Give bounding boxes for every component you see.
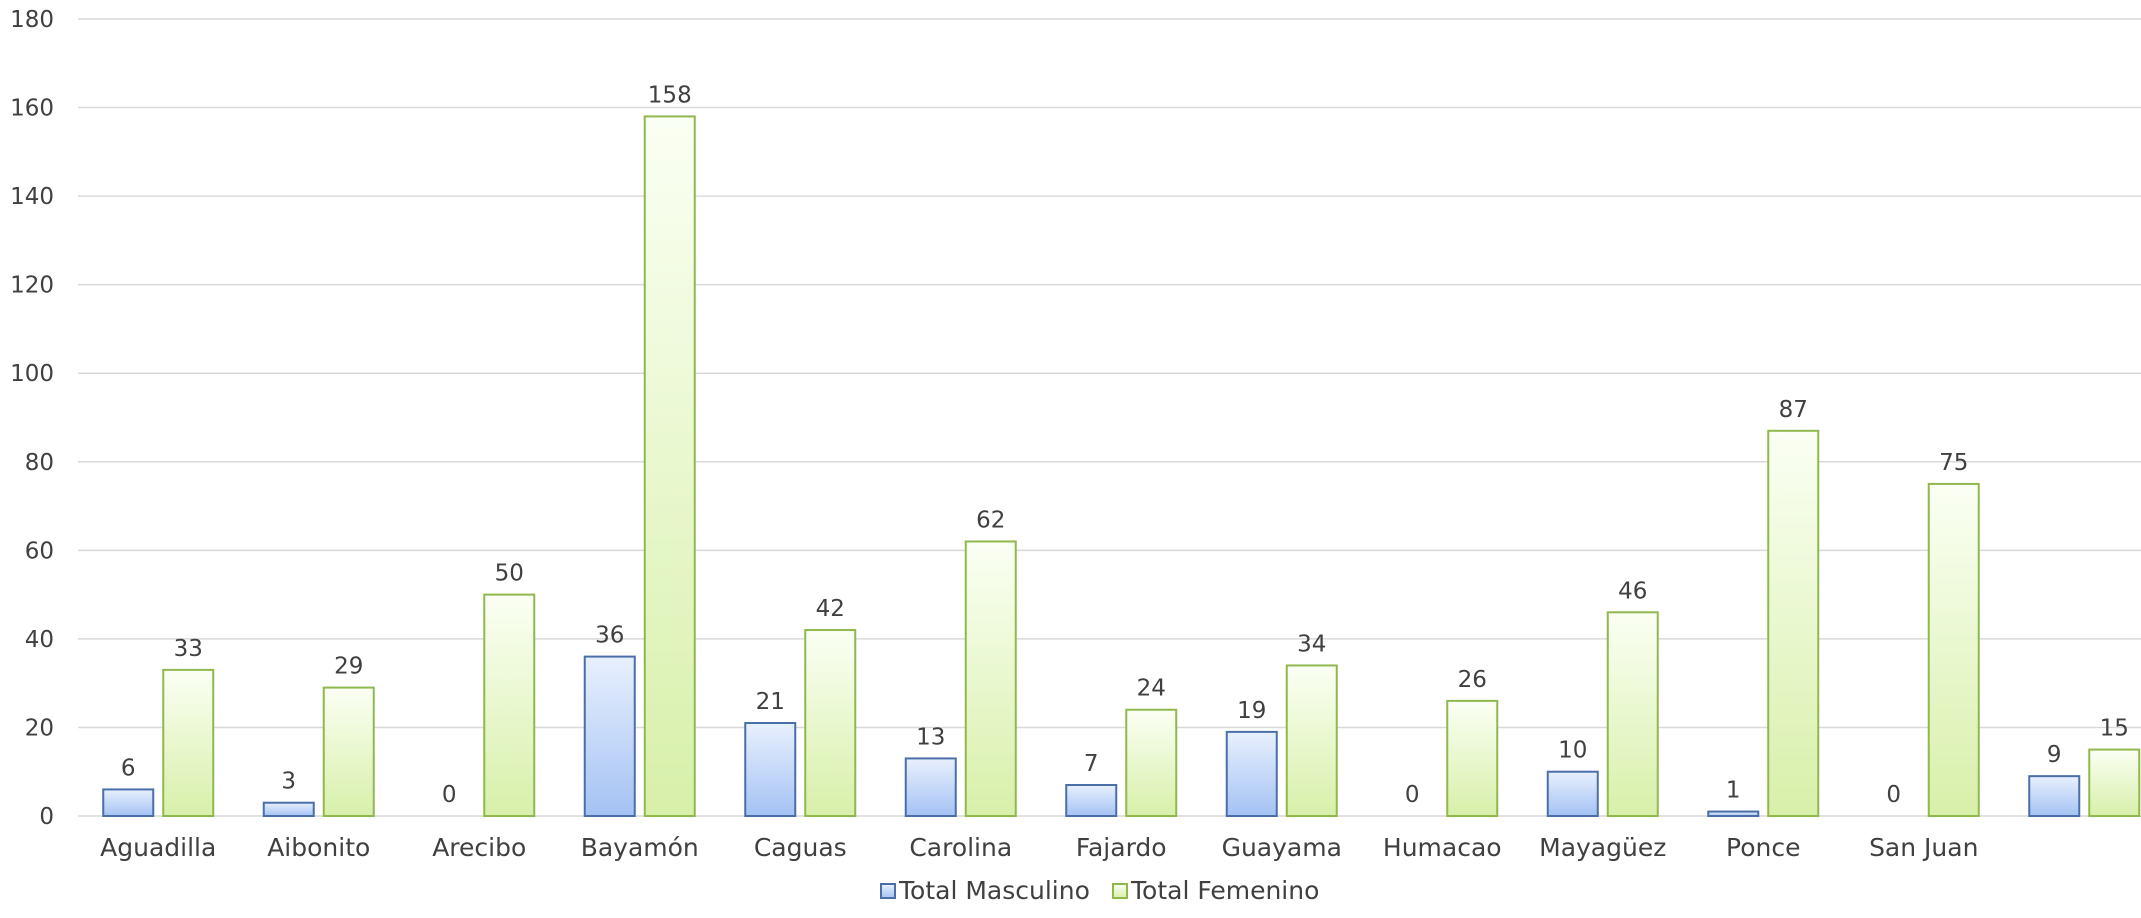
data-label: 29 [334, 654, 363, 680]
bar-masculino [904, 757, 957, 818]
y-tick-label: 120 [10, 273, 54, 299]
bar-femenino [162, 668, 215, 818]
x-tick-label: Carolina [909, 833, 1012, 862]
y-tick-label: 80 [25, 450, 54, 476]
data-label: 10 [1558, 738, 1587, 764]
bar-femenino [1927, 482, 1980, 817]
y-tick-label: 60 [25, 538, 54, 564]
bar-masculino [262, 801, 315, 818]
y-tick-label: 160 [10, 96, 54, 122]
data-label: 62 [976, 507, 1005, 533]
bar-femenino [2088, 748, 2141, 817]
x-tick-label: Guayama [1222, 833, 1342, 862]
legend: Total Masculino Total Femenino [880, 876, 1319, 905]
x-tick-label: Caguas [754, 833, 847, 862]
data-label: 75 [1939, 450, 1968, 476]
data-label: 33 [174, 636, 203, 662]
data-label: 87 [1779, 397, 1808, 423]
data-label: 42 [816, 596, 845, 622]
x-tick-label: Aibonito [267, 833, 370, 862]
x-tick-label: Fajardo [1076, 833, 1167, 862]
legend-label: Total Femenino [1130, 876, 1319, 905]
data-label: 21 [756, 689, 785, 715]
bar-masculino [1546, 770, 1599, 818]
data-label: 158 [648, 82, 692, 108]
y-tick-label: 40 [25, 627, 54, 653]
bar-masculino [744, 722, 797, 817]
data-label: 0 [1886, 782, 1901, 808]
x-axis: Aguadilla Aibonito Arecibo Bayamón Caguas Car… [100, 833, 1978, 862]
x-tick-label: Arecibo [432, 833, 526, 862]
bar-femenino [483, 593, 536, 817]
data-label: 1 [1726, 778, 1741, 804]
y-axis: 0 20 40 60 80 100 120 140 160 180 [10, 7, 54, 830]
bar-femenino [1446, 699, 1499, 818]
bar-femenino [1606, 611, 1659, 817]
data-label: 3 [281, 769, 296, 795]
x-tick-label: Bayamón [581, 833, 699, 862]
x-tick-label: Ponce [1726, 833, 1800, 862]
bar-femenino [643, 115, 696, 817]
legend-swatch [880, 883, 896, 899]
gridlines [78, 18, 2141, 817]
data-label: 24 [1137, 676, 1166, 702]
bar-femenino [804, 629, 857, 817]
x-tick-label: Aguadilla [100, 833, 216, 862]
data-label: 9 [2047, 742, 2062, 768]
bars [102, 115, 2141, 818]
bar-masculino [1065, 784, 1118, 817]
bar-masculino [2028, 775, 2081, 818]
data-label: 50 [495, 561, 524, 587]
data-label: 0 [442, 782, 457, 808]
bar-femenino [1125, 708, 1178, 818]
data-label: 34 [1297, 631, 1326, 657]
bar-femenino [1767, 429, 1820, 817]
y-tick-label: 180 [10, 7, 54, 33]
data-label: 26 [1458, 667, 1487, 693]
bar-masculino [1225, 730, 1278, 817]
y-tick-label: 100 [10, 361, 54, 387]
y-tick-label: 20 [25, 715, 54, 741]
y-tick-label: 140 [10, 184, 54, 210]
bar-masculino [1707, 810, 1760, 817]
data-label: 13 [916, 724, 945, 750]
bar-femenino [964, 540, 1017, 817]
data-label: 6 [121, 755, 136, 781]
x-tick-label: San Juan [1869, 833, 1978, 862]
data-label: 7 [1084, 751, 1099, 777]
legend-label: Total Masculino [898, 876, 1090, 905]
legend-swatch [1112, 883, 1128, 899]
data-label: 46 [1618, 578, 1647, 604]
data-label: 15 [2100, 716, 2129, 742]
bar-masculino [583, 655, 636, 817]
data-label: 0 [1405, 782, 1420, 808]
bar-femenino [1285, 664, 1338, 818]
x-tick-label: Mayagüez [1539, 833, 1666, 862]
data-label: 36 [595, 623, 624, 649]
bar-masculino [102, 788, 155, 818]
data-label: 19 [1237, 698, 1266, 724]
bar-femenino [322, 686, 375, 817]
y-tick-label: 0 [39, 804, 54, 830]
x-tick-label: Humacao [1383, 833, 1502, 862]
data-labels: 6333290503615821421362724193402610461870… [121, 82, 2129, 808]
